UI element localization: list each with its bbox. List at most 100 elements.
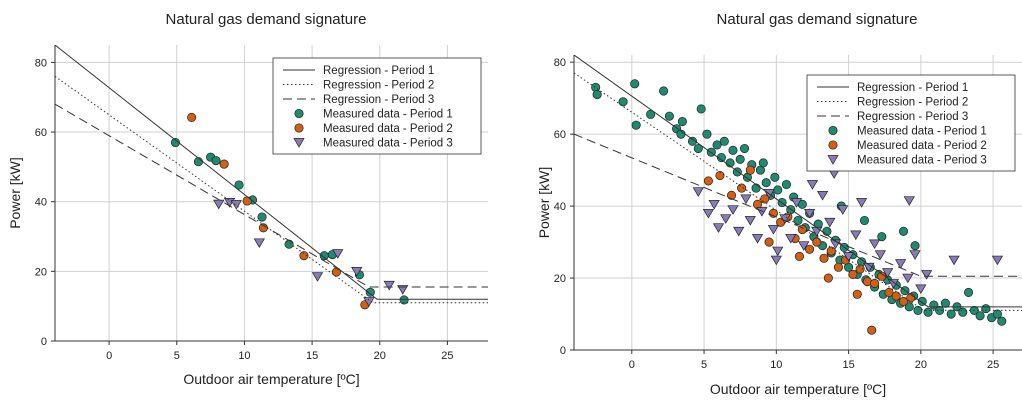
legend-swatch-measured-period3 bbox=[827, 155, 839, 165]
data-point-period2 bbox=[805, 244, 815, 254]
data-point-period1 bbox=[910, 241, 920, 251]
legend-swatch-measured-period3 bbox=[293, 138, 305, 148]
chart-title: Natural gas demand signature bbox=[717, 11, 918, 28]
data-point-period3 bbox=[855, 198, 868, 208]
chart-panel-right: Natural gas demand signature 0 5 10 15 20 25 0 2… bbox=[511, 0, 1022, 403]
data-point-period1 bbox=[898, 226, 909, 236]
regression-line-period3 bbox=[55, 103, 488, 288]
data-point-period3 bbox=[397, 285, 409, 295]
data-point-period3 bbox=[332, 249, 344, 259]
data-point-period3 bbox=[311, 272, 324, 282]
regression-line-period3 bbox=[574, 133, 1022, 277]
y-tick-label: 60 bbox=[554, 129, 566, 141]
data-point-period2 bbox=[715, 170, 725, 181]
data-point-period1 bbox=[284, 239, 294, 249]
y-tick-label: 20 bbox=[35, 266, 47, 278]
data-point-period1 bbox=[981, 304, 991, 314]
data-point-period3 bbox=[756, 207, 768, 217]
data-point-period2 bbox=[823, 273, 833, 283]
regression-line-period1 bbox=[574, 55, 1022, 308]
data-point-period3 bbox=[798, 241, 810, 251]
data-point-period1 bbox=[992, 309, 1002, 319]
data-point-period3 bbox=[351, 267, 363, 277]
x-tick-label: 10 bbox=[770, 359, 782, 371]
data-point-period3 bbox=[909, 250, 921, 260]
x-tick-label: 0 bbox=[629, 359, 635, 371]
data-point-period3 bbox=[863, 262, 875, 273]
legend-label: Regression - Period 1 bbox=[857, 82, 968, 94]
x-tick-label: 10 bbox=[238, 350, 250, 362]
x-tick-label: 25 bbox=[987, 359, 999, 371]
data-point-period3 bbox=[230, 200, 242, 210]
data-point-period1 bbox=[958, 307, 968, 317]
data-point-period3 bbox=[383, 280, 395, 291]
legend-label: Regression - Period 3 bbox=[857, 111, 968, 123]
data-point-period3 bbox=[213, 199, 225, 210]
legend-label: Regression - Period 2 bbox=[323, 80, 434, 92]
data-point-period1 bbox=[399, 295, 409, 305]
data-point-period3 bbox=[874, 250, 886, 260]
data-point-period1 bbox=[822, 226, 832, 236]
data-point-period1 bbox=[751, 183, 761, 193]
data-point-period3 bbox=[733, 226, 745, 237]
y-tick-label: 0 bbox=[41, 336, 47, 348]
data-point-period1 bbox=[946, 309, 956, 319]
data-point-period3 bbox=[712, 223, 725, 233]
data-point-period2 bbox=[219, 159, 229, 169]
data-point-period1 bbox=[696, 104, 706, 114]
data-point-period1 bbox=[592, 90, 602, 100]
data-point-period2 bbox=[726, 190, 737, 200]
legend-swatch-measured-period2 bbox=[828, 140, 838, 150]
data-point-period1 bbox=[716, 152, 726, 163]
legend-label: Regression - Period 3 bbox=[323, 94, 434, 106]
data-point-period1 bbox=[365, 287, 375, 297]
data-point-period2 bbox=[794, 251, 804, 262]
data-point-period1 bbox=[631, 120, 641, 130]
legend-box bbox=[806, 74, 1016, 172]
x-tick-label: 0 bbox=[106, 350, 112, 362]
data-point-period2 bbox=[870, 278, 880, 288]
y-axis-label: Power [kW] bbox=[536, 167, 552, 239]
data-point-period1 bbox=[677, 117, 687, 127]
legend-swatch-measured-period1 bbox=[294, 108, 304, 119]
data-point-period3 bbox=[692, 187, 704, 197]
data-point-period2 bbox=[242, 196, 252, 206]
data-point-period2 bbox=[826, 246, 836, 256]
data-point-period2 bbox=[867, 325, 877, 335]
data-point-period1 bbox=[646, 109, 656, 119]
data-point-period1 bbox=[859, 215, 870, 226]
chart-right: Natural gas demand signature 0 5 10 15 20 25 0 2… bbox=[536, 11, 1022, 397]
data-point-period3 bbox=[770, 255, 782, 266]
data-point-period2 bbox=[877, 271, 887, 281]
data-point-period2 bbox=[812, 237, 822, 247]
data-point-period1 bbox=[257, 212, 267, 222]
data-point-period3 bbox=[785, 234, 797, 244]
data-point-period1 bbox=[770, 172, 780, 182]
legend: Regression - Period 1 Regression - Period… bbox=[272, 57, 482, 155]
chart-title: Natural gas demand signature bbox=[166, 11, 367, 28]
y-axis-label: Power [kW] bbox=[7, 157, 23, 229]
data-point-period3 bbox=[806, 180, 819, 190]
legend-label: Measured data - Period 1 bbox=[857, 126, 987, 138]
plot-area bbox=[55, 45, 488, 310]
data-point-period2 bbox=[855, 264, 865, 274]
data-point-period3 bbox=[837, 205, 849, 215]
data-point-period3 bbox=[803, 208, 816, 219]
data-point-period1 bbox=[940, 298, 950, 308]
data-point-period2 bbox=[737, 183, 747, 193]
data-point-period1 bbox=[758, 158, 768, 168]
data-point-period1 bbox=[234, 180, 244, 190]
legend: Regression - Period 1 Regression - Period… bbox=[806, 74, 1016, 172]
data-point-period1 bbox=[735, 154, 745, 164]
legend-label: Regression - Period 2 bbox=[857, 97, 968, 109]
data-point-period2 bbox=[898, 296, 909, 306]
data-point-period1 bbox=[719, 136, 729, 146]
y-tick-label: 0 bbox=[560, 345, 566, 357]
data-point-period2 bbox=[299, 251, 309, 261]
x-tick-label: 20 bbox=[374, 350, 386, 362]
y-tick-label: 60 bbox=[35, 127, 47, 139]
data-point-period3 bbox=[881, 268, 894, 278]
data-point-period2 bbox=[703, 176, 713, 186]
data-point-period3 bbox=[902, 273, 914, 284]
data-point-period2 bbox=[797, 224, 807, 235]
